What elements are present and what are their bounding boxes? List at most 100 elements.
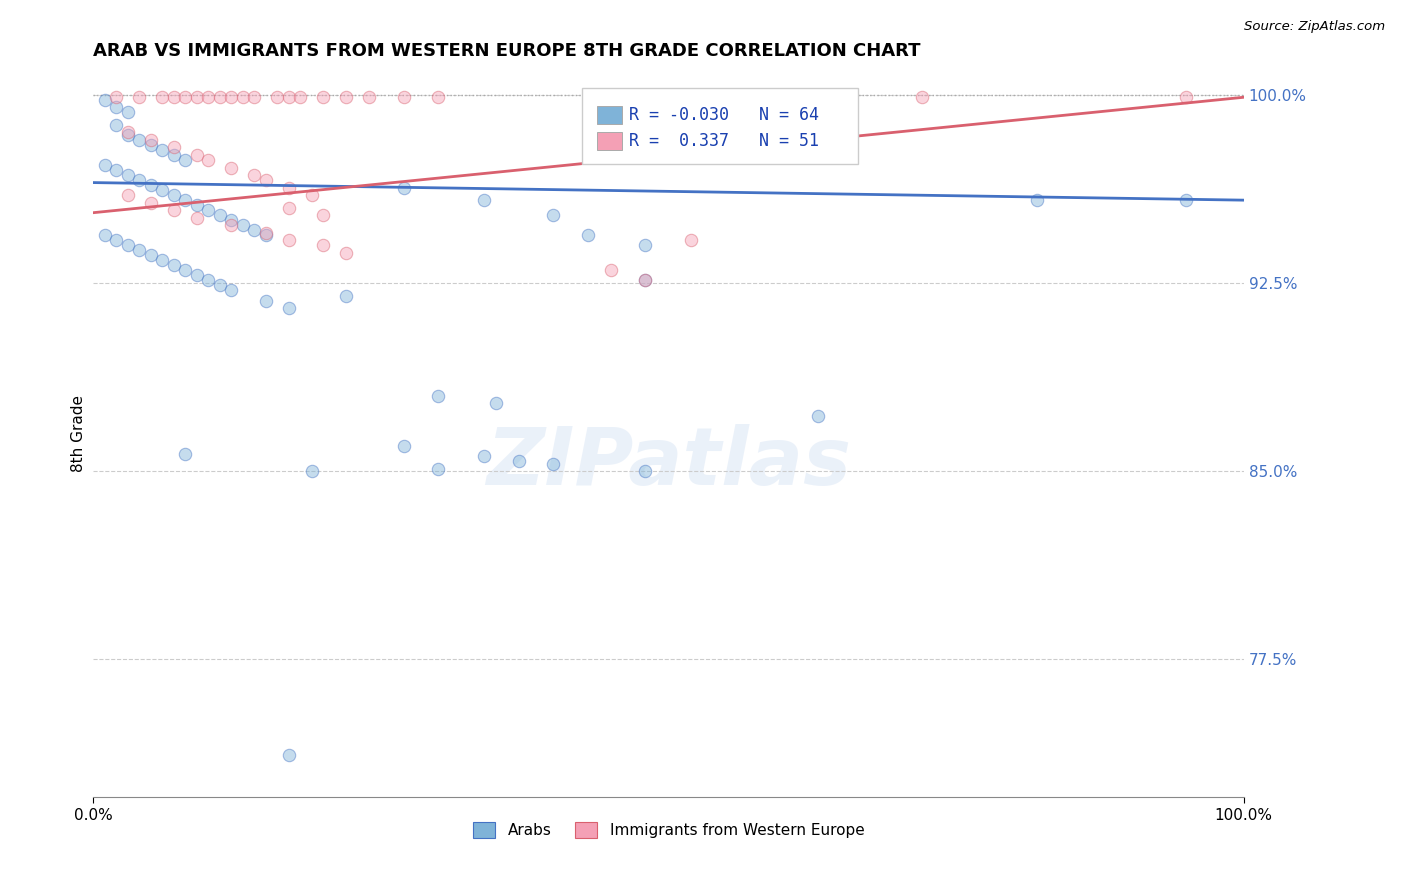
Point (301, 464, 323, 478)
Point (277, 90, 299, 104)
Text: R =  0.337   N = 51: R = 0.337 N = 51 (630, 132, 820, 150)
Point (910, 90, 932, 104)
Point (105, 233, 128, 247)
Point (117, 125, 139, 139)
Text: R = -0.030   N = 64: R = -0.030 N = 64 (630, 106, 820, 124)
Point (277, 180, 299, 194)
FancyBboxPatch shape (582, 87, 858, 164)
Point (219, 161, 242, 175)
Point (139, 248, 162, 262)
Point (150, 183, 173, 197)
Point (543, 457, 565, 471)
Text: ZIPatlas: ZIPatlas (486, 424, 851, 501)
Point (219, 284, 242, 298)
Point (186, 148, 208, 162)
Point (163, 203, 186, 218)
Point (312, 238, 335, 252)
Point (392, 439, 415, 453)
FancyBboxPatch shape (598, 105, 623, 124)
Point (163, 259, 186, 273)
Point (139, 178, 162, 193)
Point (105, 163, 128, 178)
Point (301, 188, 323, 202)
Point (93, 93, 115, 107)
Point (359, 90, 381, 104)
Point (163, 90, 186, 104)
Point (277, 301, 299, 315)
Point (174, 263, 197, 277)
Point (117, 168, 139, 182)
Point (174, 90, 197, 104)
Point (634, 273, 657, 287)
Point (392, 90, 415, 104)
Point (508, 454, 530, 468)
Point (427, 90, 450, 104)
Point (197, 203, 219, 218)
Point (392, 180, 415, 194)
Point (312, 208, 335, 222)
Point (128, 133, 150, 147)
Point (681, 233, 703, 247)
Point (427, 389, 450, 403)
Point (277, 747, 299, 762)
Point (208, 208, 231, 222)
Point (312, 90, 335, 104)
Point (186, 268, 208, 283)
Point (474, 193, 496, 207)
Point (277, 201, 299, 215)
Point (105, 118, 128, 132)
Point (600, 263, 623, 277)
Point (105, 90, 128, 104)
Point (117, 238, 139, 252)
Point (163, 140, 186, 154)
Point (150, 253, 173, 268)
Text: Source: ZipAtlas.com: Source: ZipAtlas.com (1244, 20, 1385, 33)
Point (335, 288, 357, 302)
Point (93, 228, 115, 243)
Point (634, 273, 657, 287)
Point (232, 219, 254, 233)
Point (150, 90, 173, 104)
Point (93, 158, 115, 172)
Point (254, 173, 277, 187)
Point (128, 173, 150, 187)
Point (186, 211, 208, 225)
Point (219, 219, 242, 233)
FancyBboxPatch shape (598, 132, 623, 150)
Point (163, 188, 186, 202)
Point (174, 193, 197, 207)
Point (634, 238, 657, 252)
Point (290, 90, 312, 104)
Point (427, 461, 450, 475)
Point (117, 188, 139, 202)
Point (186, 90, 208, 104)
Point (277, 233, 299, 247)
Point (266, 90, 288, 104)
Point (139, 133, 162, 147)
Point (474, 449, 496, 463)
Point (197, 153, 219, 167)
Point (174, 153, 197, 167)
Point (128, 90, 150, 104)
Point (807, 409, 830, 423)
Point (150, 143, 173, 157)
Point (485, 396, 508, 410)
Point (139, 195, 162, 210)
Point (543, 208, 565, 222)
Point (219, 90, 242, 104)
Point (174, 447, 197, 461)
Point (163, 148, 186, 162)
Point (243, 90, 266, 104)
Point (186, 198, 208, 212)
Point (243, 168, 266, 182)
Point (634, 464, 657, 478)
Point (335, 90, 357, 104)
Point (254, 226, 277, 240)
Point (335, 245, 357, 260)
Point (117, 105, 139, 120)
Text: ARAB VS IMMIGRANTS FROM WESTERN EUROPE 8TH GRADE CORRELATION CHART: ARAB VS IMMIGRANTS FROM WESTERN EUROPE 8… (93, 42, 921, 60)
Point (1025, 193, 1047, 207)
Point (117, 128, 139, 142)
Point (208, 278, 231, 293)
Point (232, 90, 254, 104)
